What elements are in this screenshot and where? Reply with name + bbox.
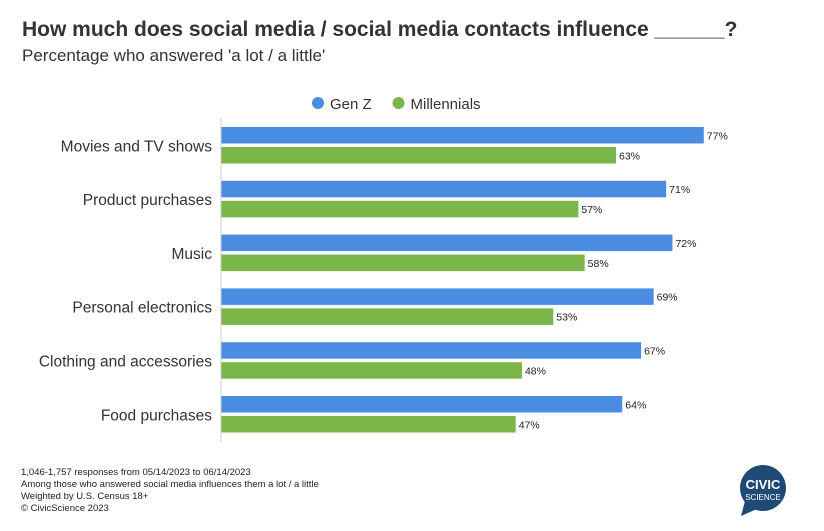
data-label: 48% bbox=[525, 365, 546, 377]
civicscience-logo: CIVIC SCIENCE bbox=[740, 465, 786, 516]
footnote-weighting: Weighted by U.S. Census 18+ bbox=[21, 491, 149, 502]
bar-millennials bbox=[221, 147, 617, 164]
data-label: 57% bbox=[581, 204, 602, 216]
category-label: Music bbox=[172, 246, 213, 263]
bar-millennials bbox=[221, 416, 516, 433]
legend-label: Gen Z bbox=[330, 96, 372, 113]
data-label: 71% bbox=[669, 184, 690, 196]
bar-gen-z bbox=[221, 180, 667, 198]
data-label: 47% bbox=[519, 419, 540, 431]
data-label: 64% bbox=[625, 399, 646, 411]
bar-millennials bbox=[221, 200, 579, 218]
legend-marker-gen-z bbox=[312, 97, 324, 109]
data-label: 69% bbox=[657, 292, 678, 304]
data-label: 77% bbox=[707, 130, 728, 142]
category-label: Clothing and accessories bbox=[39, 353, 212, 370]
chart-subtitle: Percentage who answered 'a lot / a littl… bbox=[22, 46, 326, 65]
category-label: Product purchases bbox=[83, 192, 212, 209]
svg-text:SCIENCE: SCIENCE bbox=[745, 493, 781, 502]
data-label: 58% bbox=[588, 258, 609, 270]
data-label: 53% bbox=[556, 312, 577, 324]
data-label: 63% bbox=[619, 150, 640, 162]
bar-chart: Gen Z Millennials Movies and TV shows 77% 63… bbox=[39, 96, 728, 442]
footnotes: 1,046-1,757 responses from 05/14/2023 to… bbox=[21, 467, 319, 515]
bar-gen-z bbox=[221, 342, 642, 359]
bar-gen-z bbox=[221, 234, 673, 252]
data-label: 67% bbox=[644, 345, 665, 357]
bar-millennials bbox=[221, 362, 522, 379]
footnote-copyright: © CivicScience 2023 bbox=[21, 503, 109, 514]
category-label: Movies and TV shows bbox=[61, 138, 213, 155]
legend-label: Millennials bbox=[411, 96, 481, 113]
footnote-population: Among those who answered social media in… bbox=[21, 479, 319, 490]
footnote-responses: 1,046-1,757 responses from 05/14/2023 to… bbox=[21, 467, 251, 478]
bar-millennials bbox=[221, 254, 585, 272]
bar-millennials bbox=[221, 308, 554, 325]
chart-title: How much does social media / social medi… bbox=[22, 18, 738, 41]
bar-gen-z bbox=[221, 127, 704, 144]
bar-gen-z bbox=[221, 396, 623, 413]
category-label: Food purchases bbox=[101, 407, 212, 424]
bar-gen-z bbox=[221, 288, 654, 305]
data-label: 72% bbox=[675, 238, 696, 250]
svg-text:CIVIC: CIVIC bbox=[746, 477, 781, 492]
legend-marker-millennials bbox=[392, 97, 405, 109]
category-label: Personal electronics bbox=[72, 300, 212, 317]
